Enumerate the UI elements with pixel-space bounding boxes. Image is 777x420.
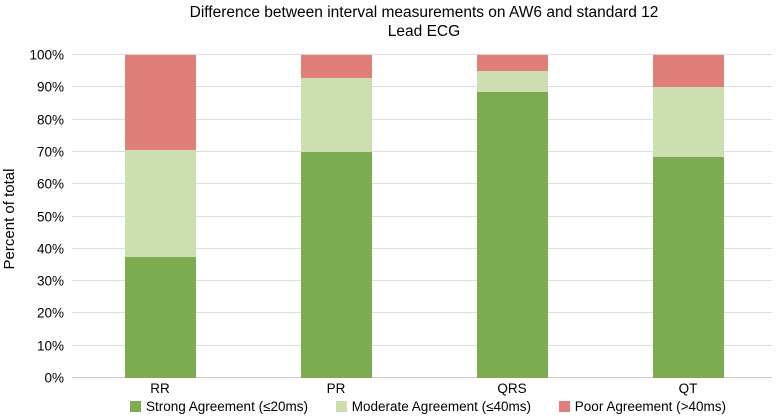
gridline	[72, 215, 773, 217]
y-tick-label: 80%	[36, 112, 64, 128]
y-tick-label: 60%	[36, 176, 64, 192]
chart-title: Difference between interval measurements…	[72, 3, 776, 41]
legend-swatch-icon	[335, 401, 347, 412]
gridline	[72, 247, 773, 249]
chart-title-line-2: Lead ECG	[387, 23, 461, 40]
plot-area	[72, 54, 776, 378]
legend-label: Poor Agreement (>40ms)	[574, 399, 726, 414]
y-tick-label: 0%	[44, 370, 64, 386]
x-axis-ticks: RR PR QRS QT	[72, 381, 776, 396]
bar-segment-rr	[124, 55, 196, 151]
y-tick-label: 40%	[36, 241, 64, 257]
bar-segment-qt	[652, 55, 724, 88]
bar-segment-pr	[300, 55, 372, 78]
gridline	[72, 183, 773, 185]
bar-segment-rr	[124, 256, 196, 378]
x-axis-line	[72, 377, 773, 378]
bar-segment-qrs	[476, 55, 548, 72]
legend-item: Moderate Agreement (≤40ms)	[335, 399, 532, 414]
x-tick-label-qrs: QRS	[497, 381, 527, 396]
bar-segment-qrs	[476, 92, 548, 378]
bar-segment-qt	[652, 87, 724, 157]
y-tick-label: 20%	[36, 305, 64, 321]
legend-swatch-icon	[558, 401, 570, 412]
bar-segment-pr	[300, 151, 372, 378]
bar-qrs	[476, 55, 548, 378]
gridline	[72, 280, 773, 282]
gridline	[72, 344, 773, 346]
legend-label: Moderate Agreement (≤40ms)	[351, 399, 532, 414]
gridline	[72, 86, 773, 88]
y-tick-label: 50%	[36, 209, 64, 224]
legend: Strong Agreement (≤20ms) Moderate Agreeme…	[130, 399, 726, 414]
bar-pr	[300, 55, 372, 378]
bar-segment-qt	[652, 156, 724, 378]
bar-qt	[652, 55, 724, 378]
legend-item: Poor Agreement (>40ms)	[558, 399, 726, 414]
x-tick-label-pr: PR	[326, 381, 346, 396]
legend-label: Strong Agreement (≤20ms)	[146, 399, 308, 414]
y-tick-label: 90%	[36, 79, 64, 95]
x-tick-label-qt: QT	[678, 381, 698, 396]
y-tick-label: 100%	[29, 47, 64, 63]
gridline	[72, 150, 773, 152]
bar-rr	[124, 55, 196, 378]
legend-swatch-icon	[130, 401, 141, 412]
bar-segment-rr	[124, 150, 196, 257]
bar-segment-pr	[300, 77, 372, 152]
gridline	[72, 54, 773, 55]
x-tick-label-rr: RR	[150, 381, 170, 396]
chart-title-line-1: Difference between interval measurements…	[189, 4, 659, 21]
y-tick-label: 10%	[36, 338, 64, 354]
gridline	[72, 312, 773, 314]
y-axis-ticks: 0% 10% 20% 30% 40% 50% 60% 70% 80% 90% 100%	[0, 48, 64, 386]
legend-item: Strong Agreement (≤20ms)	[130, 399, 308, 414]
bar-segment-qrs	[476, 71, 548, 93]
gridline	[72, 118, 773, 120]
y-tick-label: 30%	[36, 273, 64, 289]
y-tick-label: 70%	[36, 144, 64, 160]
